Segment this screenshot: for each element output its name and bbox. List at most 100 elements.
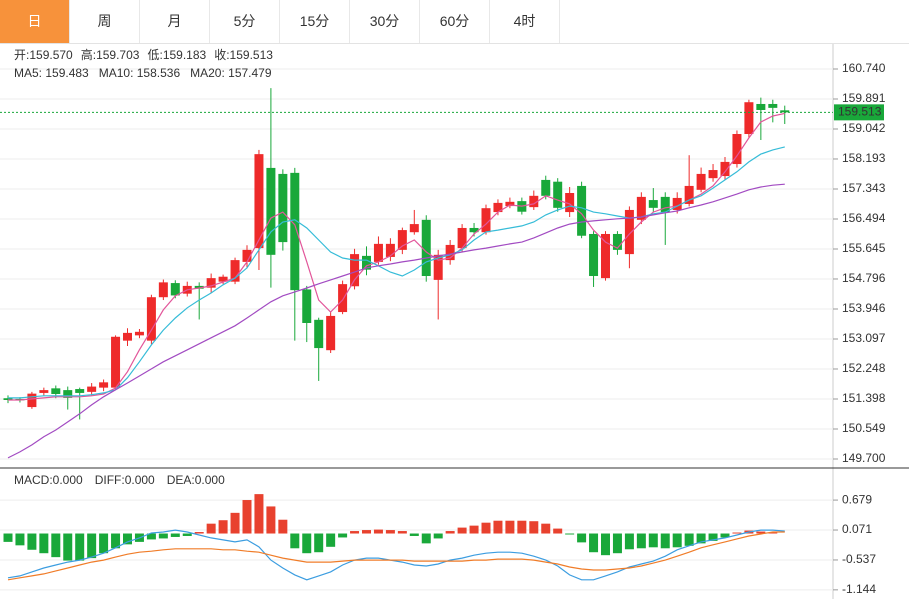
macd-bar bbox=[99, 533, 109, 554]
macd-bar bbox=[326, 533, 336, 547]
y-tick-label: 159.042 bbox=[842, 121, 886, 135]
candle-body bbox=[577, 185, 587, 236]
macd-bar bbox=[660, 533, 670, 549]
y-tick-label: -0.537 bbox=[842, 552, 876, 566]
macd-bar bbox=[170, 533, 180, 537]
tab[interactable]: 周 bbox=[70, 0, 140, 43]
y-tick-label: 154.796 bbox=[842, 271, 886, 285]
candle-body bbox=[708, 170, 718, 179]
candle-body bbox=[254, 154, 264, 249]
macd-bar bbox=[302, 533, 312, 554]
macd-bar bbox=[3, 533, 13, 542]
candle-body bbox=[397, 230, 407, 250]
candle-body bbox=[111, 336, 121, 388]
candle-body bbox=[493, 202, 503, 213]
legend-entry: 低: bbox=[147, 48, 162, 62]
candle-body bbox=[445, 244, 455, 261]
candle-body bbox=[266, 167, 276, 255]
tab[interactable]: 日 bbox=[0, 0, 70, 43]
last-price-box bbox=[834, 104, 884, 121]
macd-bar bbox=[75, 533, 85, 561]
legend-entry: 159.513 bbox=[230, 48, 274, 62]
macd-bar bbox=[481, 522, 491, 534]
macd-bar bbox=[601, 533, 610, 556]
candle-body bbox=[601, 233, 610, 279]
candle-body bbox=[553, 181, 563, 208]
candle-body bbox=[529, 195, 539, 208]
macd-bar bbox=[182, 533, 192, 536]
macd-bar bbox=[445, 531, 455, 534]
tab[interactable]: 15分 bbox=[280, 0, 350, 43]
candle-body bbox=[541, 179, 551, 196]
candle-body bbox=[409, 224, 419, 233]
macd-bar bbox=[589, 533, 599, 553]
macd-bar bbox=[768, 532, 778, 534]
legend-entry: 收: bbox=[214, 48, 229, 62]
macd-bar bbox=[218, 520, 228, 534]
candle-body bbox=[457, 227, 467, 249]
indicator-line bbox=[8, 146, 785, 399]
candle-body bbox=[362, 255, 371, 270]
macd-bar bbox=[397, 531, 407, 534]
macd-bar bbox=[230, 512, 240, 534]
candle-body bbox=[290, 172, 300, 291]
y-tick-label: 153.946 bbox=[842, 301, 886, 315]
candle-body bbox=[206, 278, 216, 288]
indicator-line bbox=[7, 529, 785, 581]
tab[interactable]: 5分 bbox=[210, 0, 280, 43]
tab[interactable]: 30分 bbox=[350, 0, 420, 43]
candle-body bbox=[636, 196, 646, 220]
candle-body bbox=[732, 134, 742, 165]
macd-bar bbox=[206, 523, 216, 534]
y-tick-label: -1.144 bbox=[842, 582, 876, 596]
macd-bar bbox=[314, 533, 324, 553]
tab[interactable]: 4时 bbox=[490, 0, 560, 43]
candle-body bbox=[684, 185, 694, 204]
candle-body bbox=[123, 332, 132, 341]
candle-body bbox=[660, 196, 670, 213]
macd-bar bbox=[194, 532, 204, 534]
macd-bar bbox=[505, 520, 515, 534]
candle-body bbox=[768, 103, 778, 108]
tab[interactable]: 月 bbox=[140, 0, 210, 43]
candle-body bbox=[505, 201, 515, 207]
macd-bar bbox=[385, 530, 395, 534]
candle-body bbox=[565, 192, 575, 213]
legend-entry: MA10: 158.536 bbox=[99, 66, 181, 80]
y-tick-label: 152.248 bbox=[842, 361, 886, 375]
indicator-line bbox=[8, 112, 785, 401]
candle-body bbox=[63, 390, 73, 398]
candle-body bbox=[146, 297, 156, 341]
indicator-line bbox=[7, 531, 785, 581]
macd-bar bbox=[111, 533, 121, 549]
candle-body bbox=[720, 161, 730, 177]
candle-body bbox=[278, 173, 288, 243]
tab[interactable]: 60分 bbox=[420, 0, 490, 43]
y-tick-label: 156.494 bbox=[842, 211, 886, 225]
macd-bar bbox=[27, 533, 37, 550]
macd-bar bbox=[433, 533, 443, 539]
candle-body bbox=[648, 200, 658, 208]
macd-bar bbox=[242, 500, 252, 534]
y-tick-label: 160.740 bbox=[842, 61, 886, 75]
candle-body bbox=[27, 393, 37, 408]
macd-bar bbox=[87, 533, 97, 559]
macd-bar bbox=[457, 527, 467, 534]
macd-bar bbox=[350, 531, 360, 534]
legend-entry: 159.703 bbox=[96, 48, 140, 62]
y-tick-label: 149.700 bbox=[842, 451, 886, 465]
macd-bar bbox=[373, 529, 383, 534]
candle-body bbox=[612, 233, 622, 250]
candle-body bbox=[51, 388, 61, 394]
y-tick-label: 0.071 bbox=[842, 522, 872, 536]
macd-bar bbox=[409, 533, 419, 536]
macd-bar bbox=[469, 525, 479, 534]
macd-bar bbox=[529, 521, 539, 534]
y-tick-label: 150.549 bbox=[842, 421, 886, 435]
candle-body bbox=[170, 283, 180, 296]
candle-body bbox=[624, 209, 634, 255]
candle-body bbox=[672, 197, 682, 210]
candle-body bbox=[99, 382, 109, 388]
legend-entry: DEA:0.000 bbox=[167, 473, 225, 487]
